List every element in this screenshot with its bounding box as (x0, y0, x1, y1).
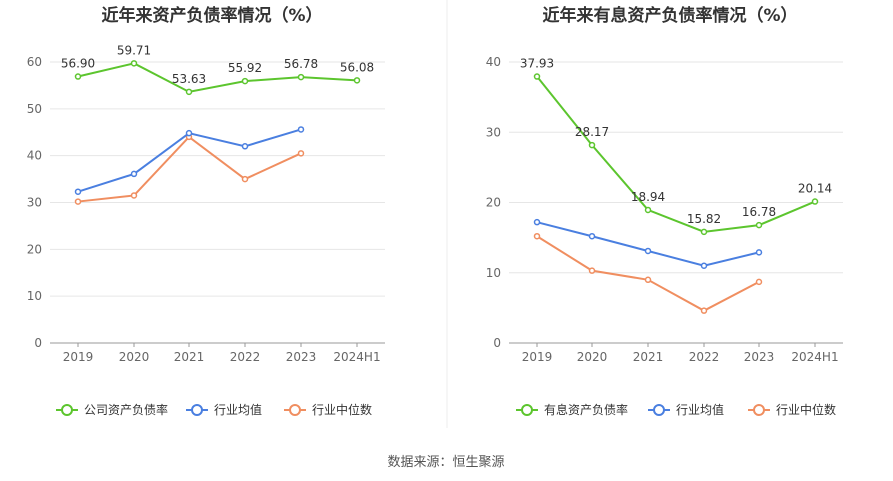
data-point[interactable] (241, 143, 249, 150)
y-tick-label: 0 (34, 336, 42, 350)
legend-label: 行业中位数 (312, 402, 372, 417)
legend-marker-icon (289, 404, 301, 416)
series-line (536, 235, 760, 312)
legend-item[interactable]: 行业均值 (186, 402, 262, 417)
series-line (77, 62, 358, 93)
legend-marker-icon (753, 404, 765, 416)
data-point[interactable] (130, 170, 138, 178)
x-tick-label: 2023 (286, 350, 317, 364)
chart-title-left: 近年来资产负债率情况（%） (101, 5, 322, 26)
y-tick-label: 60 (27, 55, 42, 69)
data-label: 16.78 (742, 205, 776, 219)
x-tick-label: 2019 (63, 350, 94, 364)
y-tick-label: 10 (486, 266, 501, 280)
data-label: 18.94 (631, 190, 665, 204)
legend-item[interactable]: 行业中位数 (284, 402, 372, 417)
data-point[interactable] (588, 267, 596, 274)
legend-label: 有息资产负债率 (544, 402, 628, 417)
data-point[interactable] (297, 126, 305, 133)
y-tick-label: 40 (486, 55, 501, 69)
y-tick-label: 0 (493, 336, 501, 350)
x-tick-label: 2020 (577, 350, 608, 364)
data-point[interactable] (644, 247, 652, 255)
legend-marker-icon (521, 404, 533, 416)
data-label: 55.92 (228, 61, 262, 75)
data-point[interactable] (353, 77, 361, 84)
right-chart: 0 10 20 30 40 2019 2020 2021 2022 2023 2024H1 37.93… (486, 55, 843, 417)
legend-label: 行业均值 (214, 402, 262, 417)
data-point[interactable] (297, 150, 305, 157)
data-point[interactable] (130, 60, 138, 67)
data-label: 53.63 (172, 72, 206, 86)
data-point[interactable] (130, 192, 138, 199)
series-line (77, 135, 302, 203)
data-point[interactable] (241, 77, 249, 85)
data-label: 56.08 (340, 60, 374, 74)
y-tick-label: 10 (27, 289, 42, 303)
data-point[interactable] (811, 198, 819, 205)
legend-item[interactable]: 行业中位数 (748, 402, 836, 417)
left-chart: 0 10 20 30 40 50 60 2019 2020 2021 2022 2023 2024H1 5… (27, 43, 385, 417)
legend-marker-icon (61, 404, 73, 416)
x-tick-label: 2021 (174, 350, 205, 364)
legend-item[interactable]: 公司资产负债率 (56, 402, 168, 417)
x-tick-label: 2024H1 (791, 350, 838, 364)
source-note: 数据来源：恒生聚源 (387, 455, 504, 470)
y-tick-label: 30 (27, 196, 42, 210)
chart-title-right: 近年来有息资产负债率情况（%） (542, 5, 797, 26)
legend-label: 公司资产负债率 (84, 402, 168, 417)
data-point[interactable] (533, 232, 541, 240)
data-point[interactable] (74, 188, 82, 195)
legend-marker-icon (191, 404, 203, 416)
x-tick-label: 2024H1 (333, 350, 380, 364)
data-point[interactable] (700, 262, 708, 269)
data-point[interactable] (533, 73, 541, 80)
legend-marker-icon (653, 404, 665, 416)
data-label: 56.78 (284, 57, 318, 71)
data-label: 28.17 (575, 125, 609, 139)
data-point[interactable] (644, 206, 652, 214)
data-point[interactable] (588, 141, 596, 149)
data-point[interactable] (700, 228, 708, 236)
data-point[interactable] (185, 129, 193, 137)
data-point[interactable] (644, 276, 652, 284)
series-line (536, 75, 816, 233)
data-label: 59.71 (117, 43, 151, 57)
data-point[interactable] (74, 73, 82, 80)
y-tick-label: 30 (486, 125, 501, 139)
x-tick-label: 2023 (744, 350, 775, 364)
y-tick-label: 50 (27, 102, 42, 116)
x-tick-label: 2022 (230, 350, 261, 364)
data-point[interactable] (74, 198, 82, 205)
x-tick-label: 2021 (633, 350, 664, 364)
x-tick-label: 2019 (522, 350, 553, 364)
data-label: 56.90 (61, 57, 95, 71)
y-tick-label: 20 (486, 196, 501, 210)
data-point[interactable] (533, 218, 541, 226)
data-label: 37.93 (520, 57, 554, 71)
y-tick-label: 20 (27, 242, 42, 256)
data-point[interactable] (185, 88, 193, 96)
x-tick-label: 2022 (689, 350, 720, 364)
legend-label: 行业中位数 (776, 402, 836, 417)
data-point[interactable] (755, 249, 763, 256)
data-point[interactable] (588, 232, 596, 240)
data-label: 15.82 (687, 212, 721, 226)
x-tick-label: 2020 (119, 350, 150, 364)
data-label: 20.14 (798, 182, 832, 196)
data-point[interactable] (700, 307, 708, 314)
legend-item[interactable]: 行业均值 (648, 402, 724, 417)
data-point[interactable] (241, 175, 249, 183)
y-tick-label: 40 (27, 149, 42, 163)
data-point[interactable] (755, 278, 763, 286)
data-point[interactable] (297, 73, 305, 81)
data-point[interactable] (755, 221, 763, 229)
legend-item[interactable]: 有息资产负债率 (516, 402, 628, 417)
legend-label: 行业均值 (676, 402, 724, 417)
